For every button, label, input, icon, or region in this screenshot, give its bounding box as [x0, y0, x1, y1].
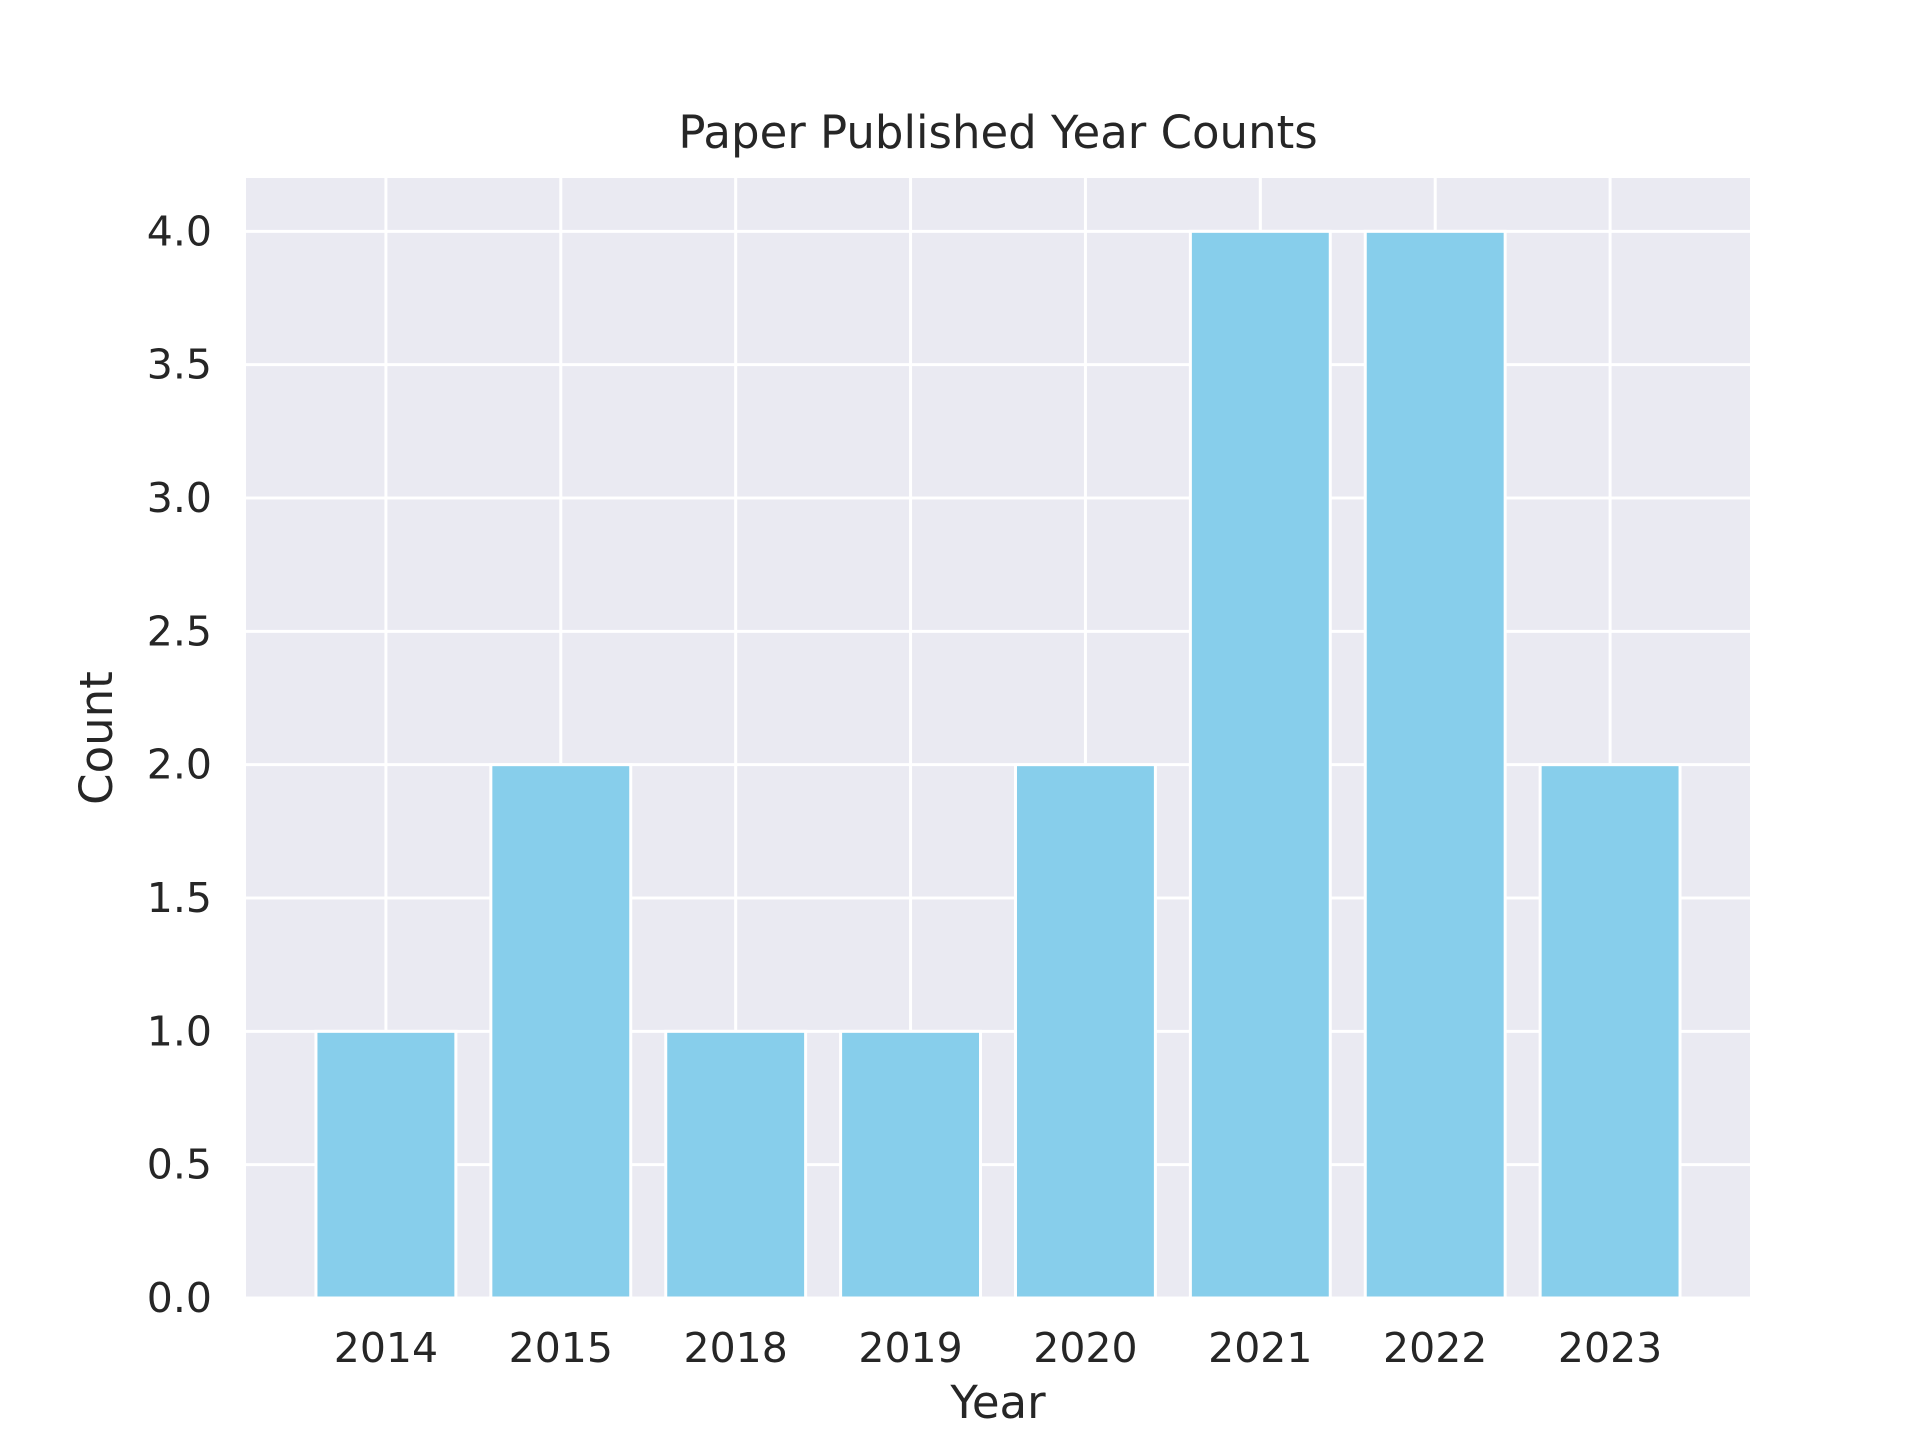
bar-2023: [1538, 763, 1682, 1300]
x-tick-label-2022: 2022: [1383, 1324, 1487, 1372]
chart-title: Paper Published Year Counts: [678, 106, 1317, 159]
plot-area: [246, 178, 1750, 1298]
bar-2014: [314, 1029, 458, 1300]
bar-2015: [489, 763, 633, 1300]
y-tick-label-1.0: 1.0: [147, 1007, 212, 1055]
bar-2018: [664, 1029, 808, 1300]
y-tick-label-3.5: 3.5: [147, 341, 212, 389]
x-tick-label-2023: 2023: [1558, 1324, 1662, 1372]
y-axis-label: Count: [70, 671, 123, 805]
x-axis-ticks: 2014 2015 2018 2019 2020 2021 2022 2023: [334, 1324, 1663, 1372]
x-tick-label-2019: 2019: [858, 1324, 962, 1372]
y-tick-label-1.5: 1.5: [147, 874, 212, 922]
x-axis-label: Year: [949, 1376, 1046, 1429]
bar-2019: [839, 1029, 983, 1300]
y-tick-label-2.0: 2.0: [147, 741, 212, 789]
y-axis-ticks: 0.0 0.5 1.0 1.5 2.0 2.5 3.0 3.5 4.0: [147, 207, 212, 1322]
y-tick-label-2.5: 2.5: [147, 607, 212, 655]
y-tick-label-3.0: 3.0: [147, 474, 212, 522]
x-tick-label-2018: 2018: [684, 1324, 788, 1372]
y-tick-label-0.5: 0.5: [147, 1141, 212, 1189]
x-tick-label-2021: 2021: [1208, 1324, 1312, 1372]
x-tick-label-2020: 2020: [1033, 1324, 1137, 1372]
y-tick-label-4.0: 4.0: [147, 207, 212, 255]
x-tick-label-2015: 2015: [509, 1324, 613, 1372]
bar-2021: [1188, 229, 1332, 1300]
x-tick-label-2014: 2014: [334, 1324, 438, 1372]
bars: [314, 229, 1682, 1300]
bar-2020: [1013, 763, 1157, 1300]
y-tick-label-0.0: 0.0: [147, 1274, 212, 1322]
bar-2022: [1363, 229, 1507, 1300]
